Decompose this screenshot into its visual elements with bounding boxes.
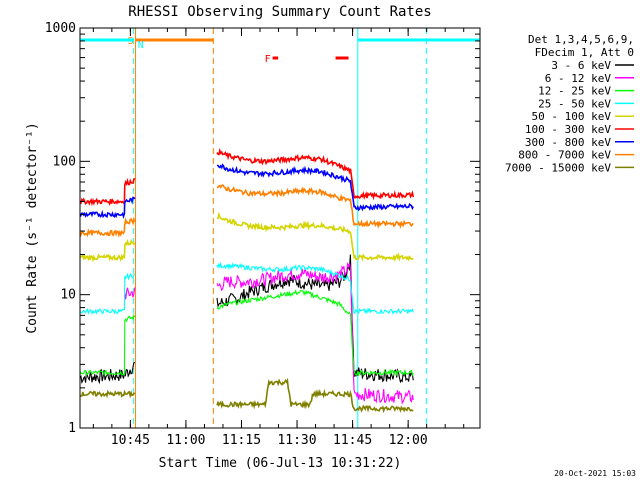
series-line-7 [79,163,414,220]
footer-date: 20-Oct-2021 15:03 [554,469,636,478]
interval-label-f: F [265,54,271,65]
chart-title: RHESSI Observing Summary Count Rates [128,4,431,20]
x-tick-label-2: 11:00 [166,433,205,448]
y-tick-label-4: 1000 [45,21,76,36]
interval-label-n: N [138,40,144,51]
x-tick-label-3: 11:15 [222,433,261,448]
series-line-8 [79,184,414,239]
legend-label-7: 300 - 800 keV [525,136,611,149]
legend: Det 1,3,4,5,6,9, FDecim 1, Att 0 3 - 6 k… [505,33,634,174]
series-line-3 [79,289,414,377]
legend-label-9: 7000 - 15000 keV [505,161,611,174]
legend-label-1: 3 - 6 keV [551,59,611,72]
legend-label-4: 25 - 50 keV [538,97,611,110]
series-line-9 [79,377,414,414]
y-tick-label-2: 10 [60,288,76,303]
x-tick-label-1: 10:45 [111,433,150,448]
x-tick-label-6: 12:00 [389,433,428,448]
x-axis-label: Start Time (06-Jul-13 10:31:22) [159,456,402,471]
plot-area: SNF [79,28,480,428]
legend-header-line-2: FDecim 1, Att 0 [535,46,634,59]
series-line-5 [79,211,414,263]
x-tick-label-5: 11:45 [333,433,372,448]
series-line-6 [79,147,415,207]
legend-label-5: 50 - 100 keV [532,110,612,123]
x-tick-label-4: 11:30 [277,433,316,448]
plot-frame [79,27,481,429]
y-tick-label-3: 100 [53,154,76,169]
legend-label-3: 12 - 25 keV [538,85,611,98]
series-line-4 [79,261,414,316]
y-axis-label: Count Rate (s⁻¹ detector⁻¹) [25,122,40,333]
legend-label-2: 6 - 12 keV [545,72,612,85]
legend-header-line-1: Det 1,3,4,5,6,9, [528,33,634,46]
y-tick-label-1: 1 [68,421,76,436]
legend-label-6: 100 - 300 keV [525,123,611,136]
axes: 10:45 11:00 11:15 11:30 11:45 12:00 1 10 100 1000 [45,21,480,448]
legend-label-8: 800 - 7000 keV [518,149,611,162]
